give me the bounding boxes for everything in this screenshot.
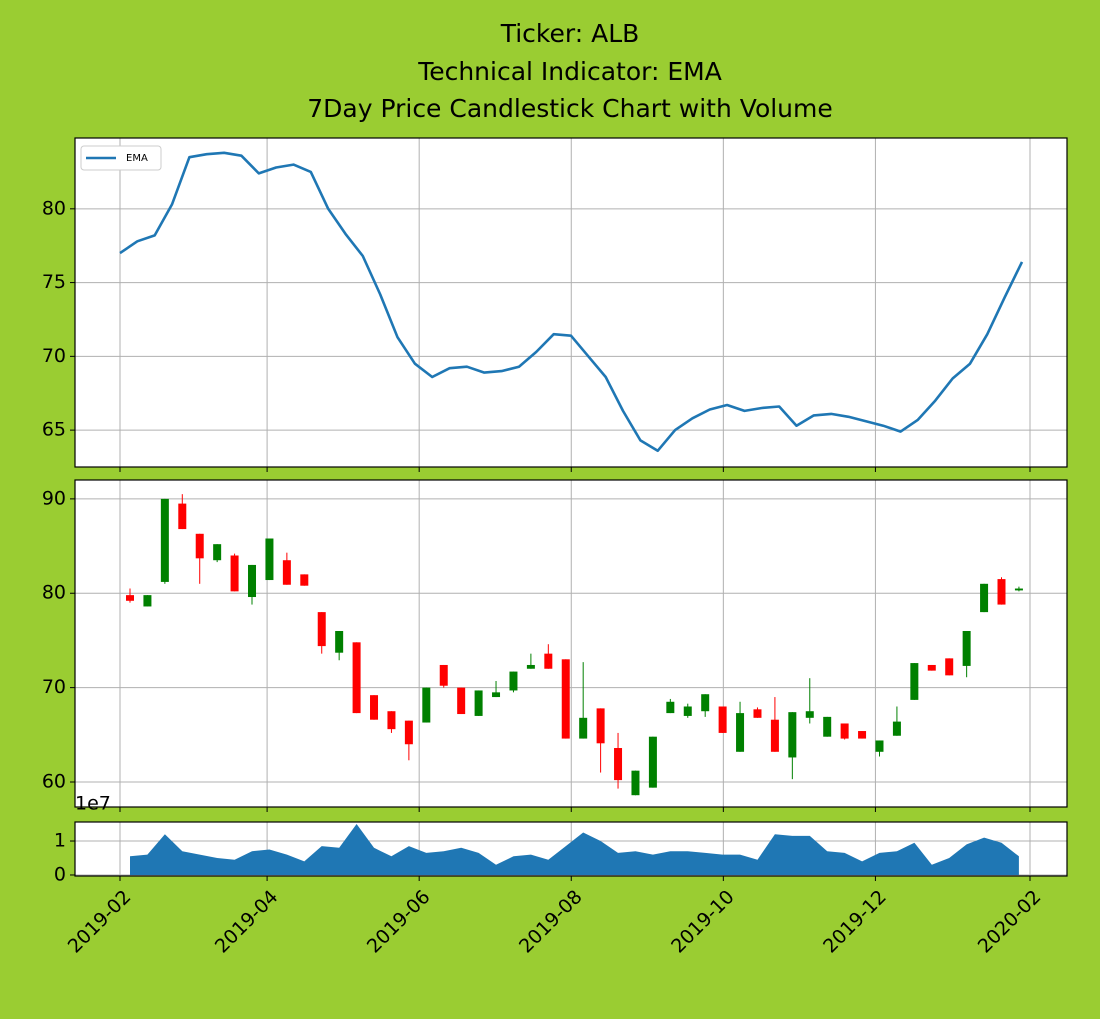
- candle-body: [770, 719, 779, 752]
- y-tick-label: 65: [42, 419, 66, 441]
- candle-body: [858, 731, 867, 739]
- candle-body: [753, 709, 762, 718]
- candle-body: [701, 694, 710, 712]
- candle-body: [648, 736, 657, 788]
- y-tick-label: 70: [42, 345, 66, 367]
- offset-text: 1e7: [75, 793, 111, 815]
- candle-body: [683, 706, 692, 716]
- candle-body: [962, 630, 971, 666]
- candle-body: [718, 706, 727, 733]
- candle-body: [631, 770, 640, 796]
- candle-body: [892, 721, 901, 736]
- candle-body: [614, 748, 623, 781]
- y-tick-label: 90: [42, 487, 66, 509]
- candle-body: [492, 692, 501, 698]
- candle-body: [823, 716, 832, 737]
- candle-body: [143, 595, 152, 607]
- candle-body: [875, 740, 884, 752]
- candle-body: [352, 642, 361, 714]
- candle-body: [282, 560, 291, 585]
- title-line: Ticker: ALB: [500, 19, 640, 48]
- candle-body: [335, 630, 344, 653]
- candle-body: [178, 503, 187, 530]
- candle-body: [805, 711, 814, 718]
- candle-body: [230, 555, 239, 592]
- legend-label: EMA: [126, 153, 148, 164]
- candle-body: [300, 574, 309, 586]
- candle-body: [736, 713, 745, 752]
- candle-body: [666, 701, 675, 714]
- candle-body: [509, 671, 518, 691]
- candle-body: [945, 658, 954, 676]
- candle-body: [317, 612, 326, 647]
- candle-body: [980, 583, 989, 613]
- line-series: [119, 151, 1024, 453]
- y-tick-label: 75: [42, 271, 66, 293]
- candle-body: [422, 687, 431, 723]
- candle-body: [457, 687, 466, 715]
- volume-area: [130, 824, 1019, 875]
- candle-body: [195, 533, 204, 559]
- candle-body: [910, 663, 919, 700]
- candle-body: [160, 498, 169, 582]
- y-tick-label: 80: [42, 582, 66, 604]
- y-tick-label: 0: [54, 863, 66, 885]
- y-tick-label: 1: [54, 830, 66, 852]
- candle-body: [997, 579, 1006, 605]
- title-line: 7Day Price Candlestick Chart with Volume: [307, 94, 833, 123]
- candle-body: [474, 690, 483, 716]
- panel-border: [74, 479, 1068, 808]
- candle-body: [387, 711, 396, 730]
- candle-body: [561, 659, 570, 739]
- candle-body: [596, 708, 605, 744]
- candle-body: [439, 664, 448, 686]
- panel-border: [74, 821, 1068, 877]
- candle-body: [126, 595, 134, 601]
- title-line: Technical Indicator: EMA: [417, 57, 722, 86]
- candle-body: [213, 544, 222, 561]
- candle-body: [1014, 588, 1023, 591]
- legend-box: [80, 145, 162, 171]
- candle-body: [404, 720, 413, 745]
- y-tick-label: 80: [42, 197, 66, 219]
- y-tick-label: 60: [42, 770, 66, 792]
- y-tick-label: 70: [42, 676, 66, 698]
- candle-body: [265, 538, 274, 581]
- candle-body: [927, 664, 936, 671]
- candle-body: [248, 564, 257, 598]
- candle-body: [370, 695, 379, 720]
- candle-body: [788, 712, 797, 758]
- candle-body: [526, 664, 535, 669]
- candle-body: [544, 653, 553, 669]
- panel-border: [74, 137, 1068, 468]
- candle-body: [840, 723, 849, 739]
- candle-body: [579, 717, 588, 739]
